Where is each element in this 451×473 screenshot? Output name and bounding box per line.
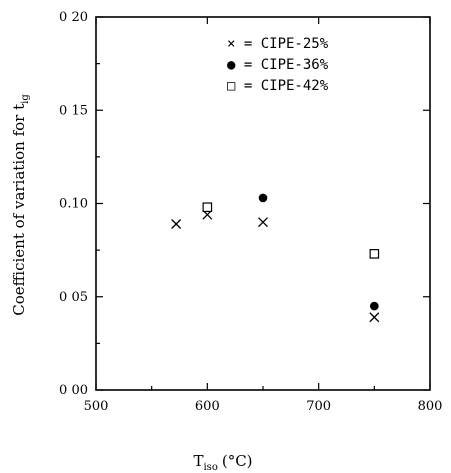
y-axis-title-main: Coefficient of variation for t [10, 104, 28, 316]
legend-entry-cipe-42: □ = CIPE-42% [227, 78, 329, 94]
marker-cipe-36 [370, 301, 379, 311]
marker-group [171, 193, 380, 323]
x-tick-label: 600 [195, 399, 220, 414]
y-axis-title-subscript: ig [20, 94, 31, 104]
marker-cipe-25 [258, 217, 268, 228]
marker-cipe-42 [202, 202, 213, 213]
y-tick-label: 0 20 [59, 10, 88, 25]
legend-entry-cipe-36: ● = CIPE-36% [227, 57, 329, 73]
y-axis-title: Coefficient of variation for tig [10, 94, 31, 316]
y-tick-label: 0.10 [59, 197, 88, 212]
x-tick-label: 500 [84, 399, 109, 414]
x-axis-title-subscript: iso [203, 462, 217, 473]
tick-group [95, 16, 431, 391]
y-tick-label: 0 05 [59, 290, 88, 305]
x-axis-title-unit: (°C) [222, 452, 253, 470]
y-tick-label: 0 00 [59, 383, 88, 398]
legend: × = CIPE-25% ● = CIPE-36% □ = CIPE-42% [227, 36, 329, 94]
x-axis-title: Tiso (°C) [193, 452, 252, 473]
tick-label-group: 500 600 700 800 0 00 0 05 0.10 0 15 0 20 [59, 10, 442, 414]
x-tick-label: 800 [418, 399, 443, 414]
x-axis-title-main: T [193, 452, 203, 470]
legend-entry-cipe-25: × = CIPE-25% [227, 36, 329, 52]
marker-cipe-25 [369, 312, 380, 323]
x-tick-label: 700 [306, 399, 331, 414]
marker-cipe-25 [171, 219, 182, 229]
marker-cipe-42 [369, 249, 380, 259]
y-tick-label: 0 15 [59, 103, 88, 118]
marker-cipe-36 [258, 193, 268, 203]
